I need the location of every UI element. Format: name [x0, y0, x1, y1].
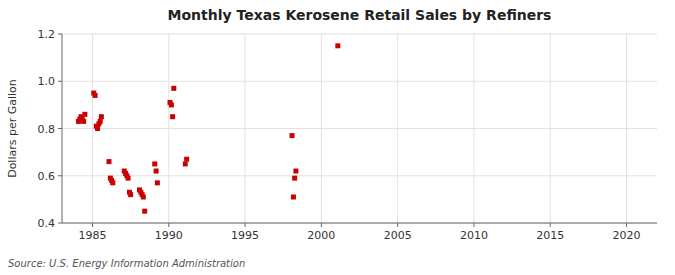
x-tick	[92, 223, 93, 227]
x-tick	[626, 223, 627, 227]
point	[184, 157, 189, 162]
y-grid-line	[62, 128, 657, 129]
y-tick-label: 0.8	[38, 123, 56, 136]
point	[290, 133, 295, 138]
point	[95, 126, 100, 131]
point	[128, 192, 133, 197]
x-tick-label: 1990	[155, 229, 183, 242]
point	[291, 195, 296, 200]
y-grid-line	[62, 175, 657, 176]
point	[81, 119, 86, 124]
point	[293, 169, 298, 174]
x-tick	[245, 223, 246, 227]
y-tick	[58, 175, 62, 176]
x-grid-line	[168, 34, 169, 223]
x-tick-label: 1995	[231, 229, 259, 242]
x-tick	[473, 223, 474, 227]
y-tick-label: 1.2	[38, 28, 56, 41]
x-tick-label: 2015	[536, 229, 564, 242]
point	[170, 114, 175, 119]
point	[110, 180, 115, 185]
point	[155, 180, 160, 185]
x-grid-line	[550, 34, 551, 223]
x-grid-line	[92, 34, 93, 223]
point	[126, 176, 131, 181]
point	[82, 112, 87, 117]
point	[93, 93, 98, 98]
y-axis-label: Dollars per Gallon	[6, 79, 19, 178]
chart: 1985 1990 1995 2000 2005 2010 2015 2020 0.4 0.6 0.…	[0, 0, 675, 275]
x-tick	[168, 223, 169, 227]
point	[154, 169, 159, 174]
y-tick	[58, 81, 62, 82]
y-tick	[58, 128, 62, 129]
point	[99, 114, 104, 119]
x-tick	[321, 223, 322, 227]
point	[183, 161, 188, 166]
x-tick-label: 2000	[307, 229, 335, 242]
x-axis-line	[62, 223, 657, 224]
point	[171, 86, 176, 91]
y-grid-line	[62, 223, 657, 224]
x-tick-label: 2005	[384, 229, 412, 242]
x-grid-line	[397, 34, 398, 223]
y-tick-label: 0.4	[38, 217, 56, 230]
page: {"chart_data": {"type": "scatter", "titl…	[0, 0, 675, 275]
y-tick	[58, 223, 62, 224]
x-grid-line	[245, 34, 246, 223]
y-tick-label: 0.6	[38, 170, 56, 183]
points	[76, 43, 340, 213]
x-tick	[397, 223, 398, 227]
axes: 1985 1990 1995 2000 2005 2010 2015 2020 0.4 0.6 0.…	[38, 28, 658, 242]
y-tick	[58, 34, 62, 35]
x-grid-line	[321, 34, 322, 223]
point	[152, 161, 157, 166]
y-grid-line	[62, 34, 657, 35]
title: Monthly Texas Kerosene Retail Sales by R…	[168, 7, 552, 23]
point	[142, 209, 147, 214]
x-grid-line	[473, 34, 474, 223]
point	[335, 43, 340, 48]
point	[169, 102, 174, 107]
point	[106, 159, 111, 164]
x-tick-label: 1985	[79, 229, 107, 242]
source-note: Source: U.S. Energy Information Administ…	[8, 258, 245, 269]
y-tick-label: 1.0	[38, 75, 56, 88]
grid	[62, 34, 657, 223]
x-tick	[550, 223, 551, 227]
x-tick-label: 2010	[460, 229, 488, 242]
x-grid-line	[626, 34, 627, 223]
y-grid-line	[62, 81, 657, 82]
point	[141, 195, 146, 200]
point	[98, 119, 103, 124]
x-tick-label: 2020	[612, 229, 640, 242]
point	[292, 176, 297, 181]
